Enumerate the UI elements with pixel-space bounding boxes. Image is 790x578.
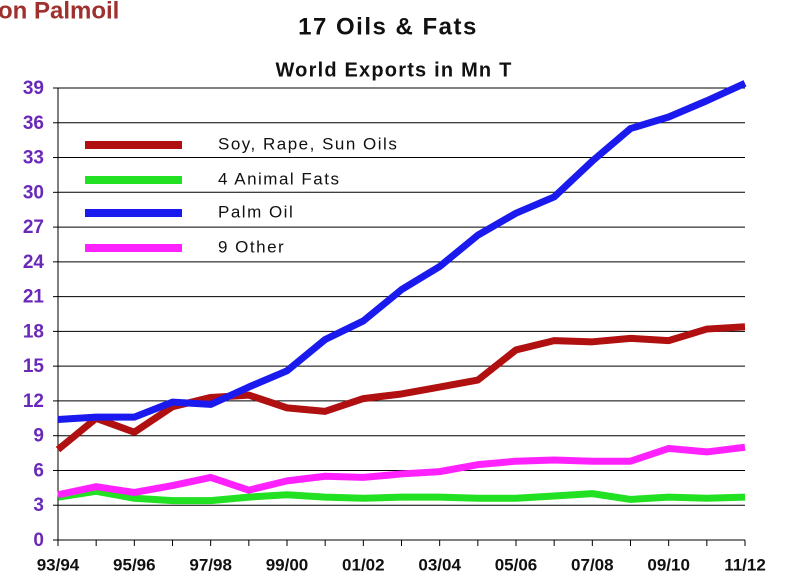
y-tick-label: 18 [23,321,44,342]
x-tick-label: 07/08 [571,555,614,574]
series-line [55,323,746,453]
chart-title: 17 Oils & Fats [298,13,478,40]
series-line [57,80,747,423]
x-tick-label: 97/98 [189,555,232,574]
series-line [57,487,746,505]
y-tick-label: 39 [23,78,44,99]
x-tick-label: 95/96 [113,555,156,574]
legend-label: Palm Oil [218,202,294,221]
y-tick-label: 9 [33,426,44,447]
y-tick-label: 15 [23,356,45,377]
legend-label: 9 Other [218,237,285,256]
x-tick-label: 93/94 [37,555,80,574]
y-tick-label: 27 [23,217,44,238]
x-tick-label: 03/04 [418,555,461,574]
chart-subtitle: World Exports in Mn T [275,59,512,81]
y-tick-label: 36 [23,113,44,134]
y-tick-label: 21 [23,287,45,308]
y-tick-label: 3 [33,495,44,516]
x-tick-label: 11/12 [724,555,766,574]
annotation: on Palmoil [0,0,119,24]
legend-label: Soy, Rape, Sun Oils [218,134,398,153]
y-tick-label: 33 [23,148,44,169]
x-tick-label: 01/02 [342,555,385,574]
x-tick-label: 99/00 [266,555,309,574]
series-line [57,443,746,499]
y-tick-label: 12 [23,391,44,412]
x-tick-label: 09/10 [647,555,690,574]
legend-label: 4 Animal Fats [218,169,341,188]
y-tick-label: 30 [23,182,44,203]
x-tick-label: 05/06 [495,555,538,574]
y-tick-label: 6 [33,460,44,481]
y-tick-label: 0 [33,530,44,551]
y-tick-label: 24 [23,252,45,273]
